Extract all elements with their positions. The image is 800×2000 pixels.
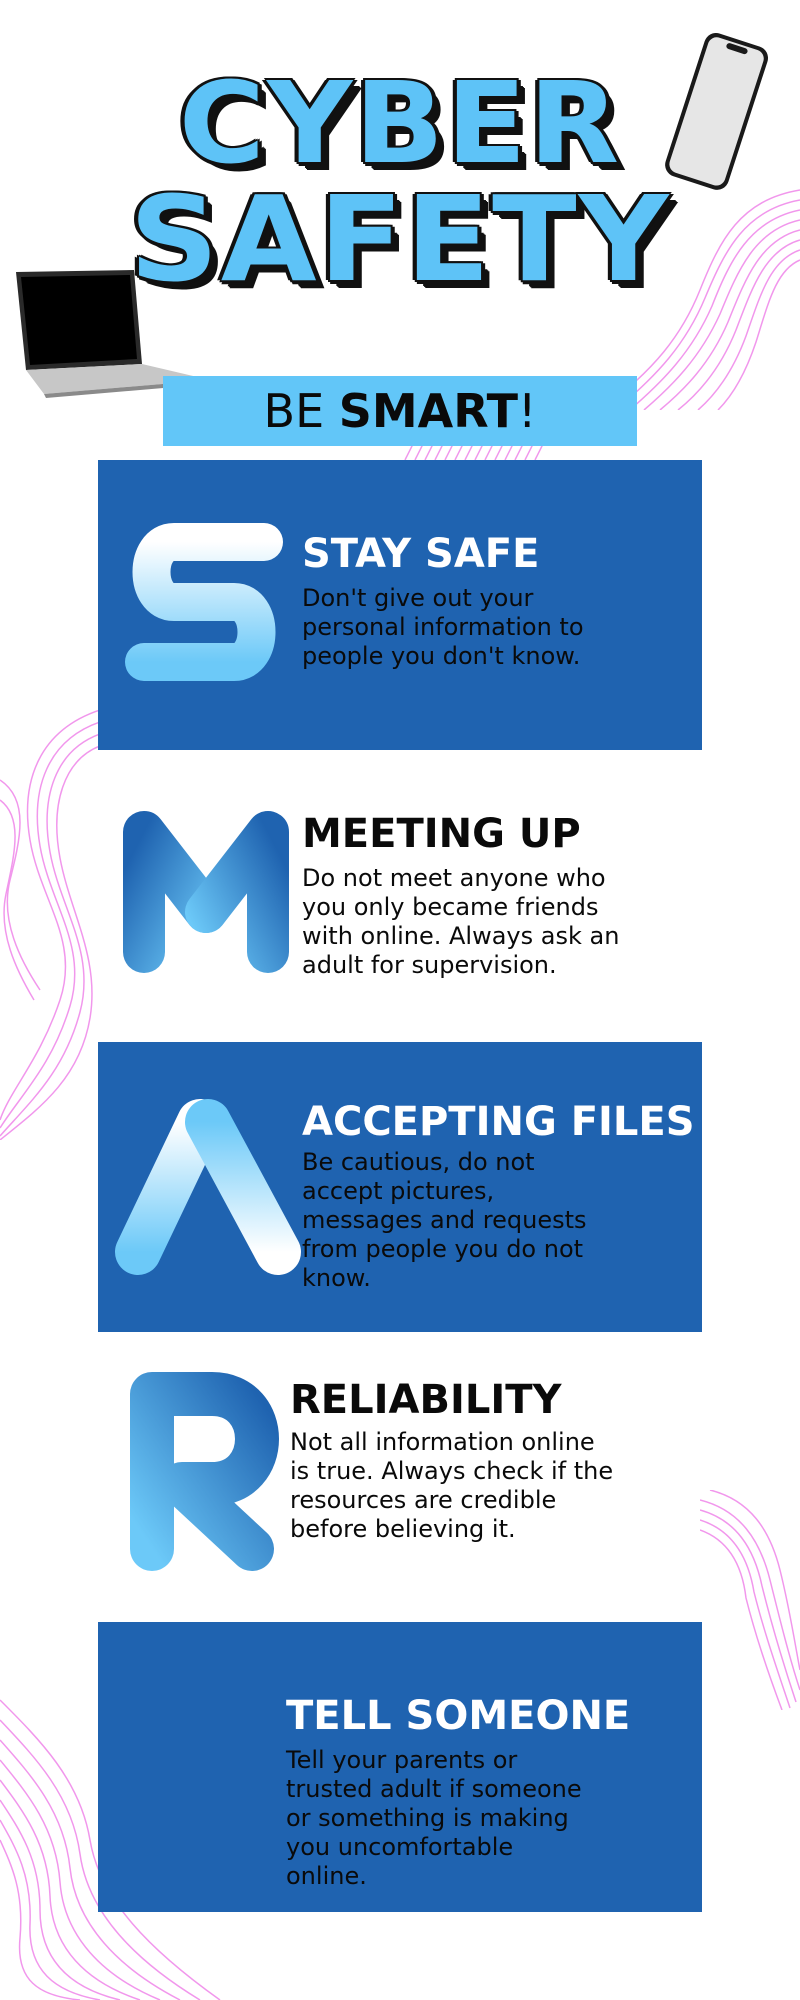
section-description: Tell your parents or trusted adult if so… (286, 1746, 582, 1891)
description-line: before believing it. (290, 1515, 516, 1543)
description-line: people you don't know. (302, 642, 581, 670)
description-line: Be cautious, do not (302, 1148, 535, 1176)
title-line-2: SAFETY (129, 170, 671, 308)
pink-wave-right-lower (700, 1490, 800, 1710)
section-meeting-up: MEETING UP Do not meet anyone who you on… (98, 752, 702, 1042)
section-heading: STAY SAFE (302, 531, 540, 577)
description-line: from people you do not (302, 1235, 584, 1263)
pink-wave-bottom-left (0, 1699, 221, 2000)
description-line: personal information to (302, 613, 584, 641)
section-heading: RELIABILITY (290, 1377, 562, 1423)
letter-t-icon (114, 1690, 274, 1854)
description-line: accept pictures, (302, 1177, 495, 1205)
description-line: adult for supervision. (302, 951, 557, 979)
letter-r-icon (130, 1372, 279, 1571)
description-line: is true. Always check if the (290, 1457, 614, 1485)
description-line: resources are credible (290, 1486, 557, 1514)
section-description: Be cautious, do not accept pictures, mes… (302, 1148, 587, 1293)
tagline-bold: SMART (338, 384, 519, 438)
smartphone-icon (665, 33, 769, 190)
description-line: with online. Always ask an (302, 922, 620, 950)
letter-s-icon (125, 523, 283, 681)
description-line: online. (286, 1862, 367, 1890)
section-accepting-files: ACCEPTING FILES Be cautious, do not acce… (98, 1042, 702, 1332)
letter-a-icon (115, 1099, 301, 1275)
description-line: you uncomfortable (286, 1833, 514, 1861)
section-description: Don't give out your personal information… (302, 584, 584, 671)
section-reliability: RELIABILITY Not all information online i… (98, 1334, 702, 1624)
section-tell-someone: TELL SOMEONE Tell your parents or truste… (98, 1622, 702, 1912)
description-line: know. (302, 1264, 371, 1292)
description-line: Not all information online (290, 1428, 595, 1456)
pink-wave-top-right (620, 189, 800, 410)
section-heading: MEETING UP (302, 811, 581, 857)
section-description: Do not meet anyone who you only became f… (302, 864, 619, 980)
section-description: Not all information online is true. Alwa… (290, 1428, 613, 1544)
tagline-normal: BE (263, 384, 339, 438)
title-line-1: CYBER (178, 59, 622, 189)
description-line: or something is making (286, 1804, 569, 1832)
description-line: you only became friends (302, 893, 599, 921)
laptop-icon (16, 270, 207, 398)
tagline-suffix: ! (518, 384, 537, 438)
section-heading: TELL SOMEONE (286, 1693, 631, 1739)
description-line: trusted adult if someone (286, 1775, 582, 1803)
section-stay-safe: STAY SAFE Don't give out your personal i… (98, 460, 702, 750)
pink-wave-left-middle (0, 709, 100, 1140)
letter-m-icon (123, 811, 289, 973)
description-line: Do not meet anyone who (302, 864, 606, 892)
tagline-banner: BE SMART! (163, 376, 637, 446)
description-line: Don't give out your (302, 584, 534, 612)
description-line: Tell your parents or (286, 1746, 518, 1774)
section-heading: ACCEPTING FILES (302, 1099, 695, 1145)
description-line: messages and requests (302, 1206, 587, 1234)
